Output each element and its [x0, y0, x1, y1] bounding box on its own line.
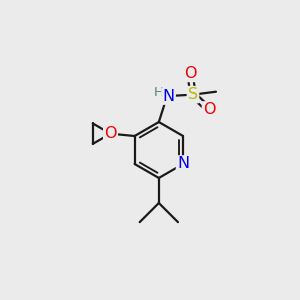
Text: O: O	[184, 66, 196, 81]
Text: N: N	[177, 157, 189, 172]
Text: N: N	[163, 88, 175, 104]
Text: H: H	[154, 86, 164, 99]
Text: O: O	[203, 103, 215, 118]
Text: O: O	[104, 126, 117, 141]
Text: S: S	[188, 87, 198, 102]
